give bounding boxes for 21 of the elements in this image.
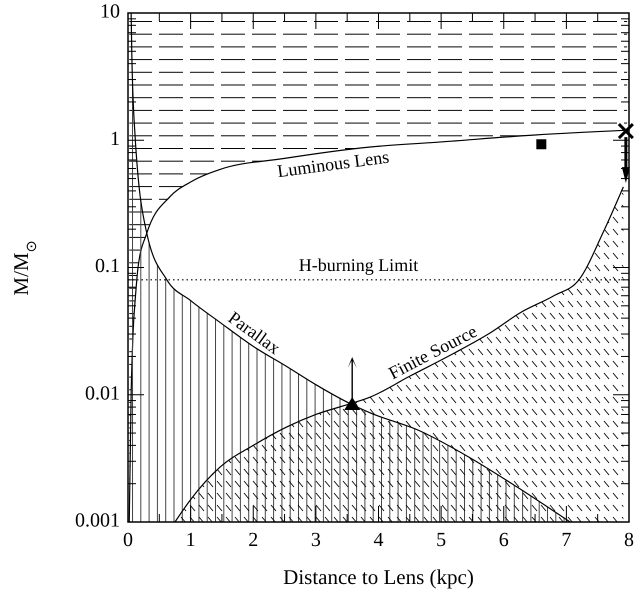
y-tick-label: 0.1: [95, 255, 120, 278]
y-tick-label: 0.01: [85, 382, 120, 404]
x-tick-label: 3: [310, 529, 321, 551]
text: Luminous Lens: [276, 146, 390, 182]
y-tick-label: 10: [100, 0, 120, 23]
x-tick-label: 6: [498, 529, 509, 551]
x-tick-label: 0: [123, 529, 133, 551]
x-tick-label: 2: [248, 529, 258, 551]
x-axis-title: Distance to Lens (kpc): [283, 565, 474, 589]
y-tick-label: 1: [110, 128, 120, 150]
x-tick-label: 7: [561, 529, 572, 551]
x-tick-label: 1: [186, 529, 196, 551]
point: [536, 139, 546, 150]
ref-line-label: H-burning Limit: [298, 254, 418, 275]
x-tick-label: 8: [624, 529, 634, 551]
text: Finite Source: [385, 321, 480, 384]
x-tick-label: 4: [374, 529, 384, 551]
point: [617, 122, 634, 140]
x-tick-label: 5: [436, 529, 446, 551]
y-tick-label: 0.001: [75, 510, 120, 532]
point: [344, 397, 360, 410]
